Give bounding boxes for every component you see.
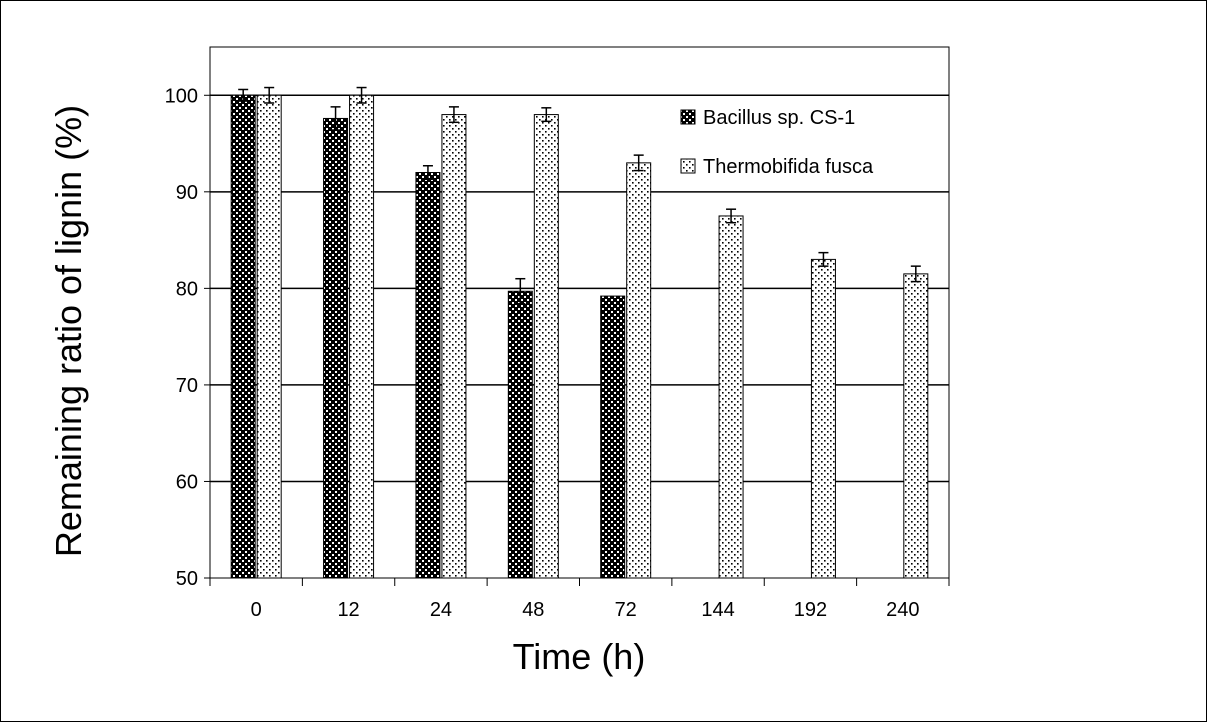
bar-series-2 [718, 215, 744, 579]
y-tick-label: 70 [176, 375, 198, 397]
bar-series-1 [323, 117, 349, 579]
x-tick-label: 12 [337, 599, 359, 621]
bar-series-1 [415, 172, 441, 579]
bar-series-2 [903, 273, 929, 579]
bar-series-2 [533, 114, 559, 579]
y-tick-label: 60 [176, 471, 198, 493]
y-tick-label: 50 [176, 568, 198, 590]
x-tick-label: 240 [886, 599, 919, 621]
bar-series-2 [256, 94, 282, 579]
bar-series-2 [441, 114, 467, 579]
bar-series-1 [600, 295, 626, 579]
x-tick-label: 0 [251, 599, 262, 621]
bar-series-2 [349, 94, 375, 579]
legend-swatch [680, 109, 696, 125]
x-tick-label: 72 [615, 599, 637, 621]
x-tick-label: 144 [701, 599, 734, 621]
legend: Bacillus sp. CS-1 Thermobifida fusca [680, 107, 874, 178]
x-axis-title: Time (h) [513, 636, 646, 677]
legend-label: Thermobifida fusca [703, 156, 874, 178]
y-tick-label: 100 [165, 85, 198, 107]
y-tick-label: 80 [176, 278, 198, 300]
x-tick-label: 24 [430, 599, 452, 621]
tick-labels: 50 60 70 80 90 100 0 12 24 48 72 144 192 240 [165, 85, 920, 621]
bar-series-2 [626, 162, 652, 579]
x-tick-label: 192 [794, 599, 827, 621]
bar-series-2 [810, 258, 836, 579]
bars [230, 86, 929, 579]
legend-swatch [680, 158, 696, 174]
bar-series-1 [230, 94, 256, 579]
bar-series-1 [507, 290, 533, 579]
legend-label: Bacillus sp. CS-1 [703, 107, 855, 129]
y-axis-title: Remaining ratio of lignin (%) [48, 105, 89, 557]
x-tick-label: 48 [522, 599, 544, 621]
y-tick-label: 90 [176, 182, 198, 204]
gridlines [210, 94, 949, 483]
